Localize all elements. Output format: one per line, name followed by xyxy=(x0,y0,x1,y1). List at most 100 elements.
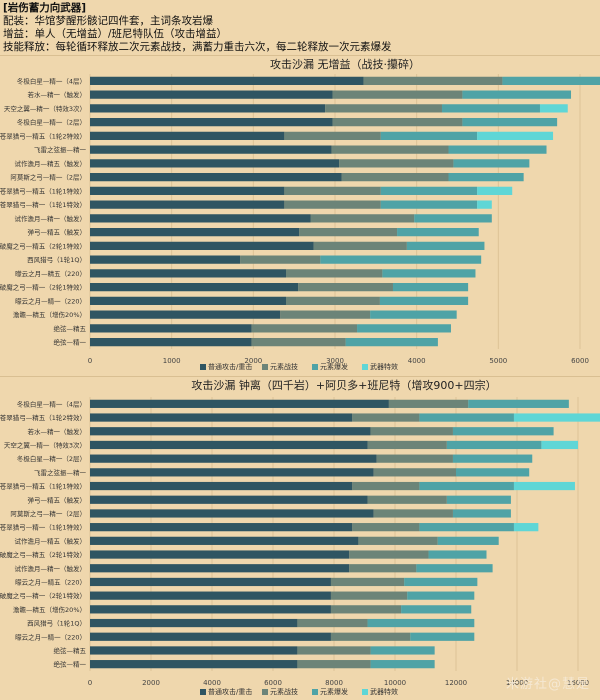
bar-segment xyxy=(251,338,346,347)
bar-segment xyxy=(297,618,368,628)
bar-chart-solo: 攻击沙漏 无增益（战技·攥碎） 0 1000 2000 3000 4000 5000 6000… xyxy=(0,57,600,371)
bar-segment xyxy=(90,577,331,587)
header-rotation: 技能释放：每轮循环释放二次元素战技，满蓄力重击六次，每二轮释放一次元素爆发 xyxy=(3,41,392,53)
bar-segment xyxy=(367,495,447,504)
bar-segment xyxy=(401,605,472,614)
category-label: 阿莫斯之弓—精一（2层） xyxy=(10,173,86,182)
bar-segment xyxy=(419,413,514,422)
category-label: 若水—精一（触发） xyxy=(28,90,87,99)
bar-segment xyxy=(90,200,285,209)
bar-segment xyxy=(452,509,511,518)
header-loadout: 配装：华馆梦醒形骸记四件套，主词条攻岩爆 xyxy=(3,15,213,27)
bar-segment xyxy=(320,255,482,264)
bar-segment xyxy=(90,605,331,614)
bar-segment xyxy=(448,173,524,182)
bar-segment xyxy=(325,104,442,113)
bar-segment xyxy=(90,241,314,250)
bar-segment xyxy=(363,76,503,85)
legend-swatch xyxy=(362,689,368,695)
chart-panel-team: 攻击沙漏 钟离（四千岩）+阿贝多+班尼特（增攻900+四宗） 0 2000 4000 6… xyxy=(0,376,600,699)
bar-segment xyxy=(367,618,475,628)
header-title: [岩伤蓄力向武器] xyxy=(3,2,87,14)
x-tick-label: 14000 xyxy=(506,679,528,687)
bar-segment xyxy=(90,145,332,154)
bar-segment xyxy=(90,468,374,477)
bar-segment xyxy=(452,454,533,463)
category-label: 曚云之月—精一（220） xyxy=(15,632,86,641)
bar-segment xyxy=(477,200,492,209)
legend-label: 武器特效 xyxy=(370,362,398,371)
bar-segment xyxy=(407,591,475,600)
bar-segment xyxy=(370,660,435,669)
bar-segment xyxy=(373,509,453,518)
bar-segment xyxy=(419,523,514,532)
bar-segment xyxy=(90,283,299,292)
legend-label: 普通攻击/重击 xyxy=(208,687,252,696)
category-label: 冬极白星—精一（2层） xyxy=(17,118,86,127)
legend-swatch xyxy=(362,364,368,370)
bar-segment xyxy=(297,646,371,655)
legend-swatch xyxy=(312,689,318,695)
category-label: 破魔之弓—精一（2轮1特效） xyxy=(0,591,86,600)
category-label: 西风猎弓（1轮1Q） xyxy=(27,255,86,264)
category-label: 澹瞻—精五（增伤20%） xyxy=(13,310,86,319)
bar-segment xyxy=(388,399,469,408)
x-tick-label: 12000 xyxy=(445,679,467,687)
bar-segment xyxy=(284,186,381,195)
bar-segment xyxy=(286,269,383,278)
bar-segment xyxy=(357,324,451,333)
legend-swatch xyxy=(262,364,268,370)
bar-segment xyxy=(392,283,469,292)
bar-segment xyxy=(341,173,449,182)
bar-segment xyxy=(331,145,449,154)
x-tick-label: 6000 xyxy=(571,357,589,365)
x-tick-label: 10000 xyxy=(384,679,406,687)
category-label: 破魔之弓—精五（2轮1特效） xyxy=(0,550,86,559)
category-label: 破魔之弓—精一（2轮1特效） xyxy=(0,283,86,292)
bar-segment xyxy=(446,440,542,450)
bar-segment xyxy=(90,481,353,491)
bar-segment xyxy=(332,118,463,127)
bar-segment xyxy=(280,310,371,319)
category-label: 苍翠猎弓—精五（1轮2特效） xyxy=(0,131,86,140)
bar-segment xyxy=(414,214,492,223)
bar-segment xyxy=(410,632,475,641)
bar-segment xyxy=(90,104,326,113)
bar-segment xyxy=(90,338,252,347)
bar-segment xyxy=(406,241,485,250)
bar-segment xyxy=(90,269,286,278)
bar-segment xyxy=(345,338,438,347)
bar-segment xyxy=(513,523,539,532)
legend-swatch xyxy=(200,364,206,370)
bar-segment xyxy=(90,509,374,518)
bar-segment xyxy=(541,440,578,450)
header-buffs: 增益：单人（无增益）/班尼特队伍（攻击增益） xyxy=(3,28,228,40)
bar-segment xyxy=(90,660,298,669)
bar-segment xyxy=(352,481,420,491)
bar-segment xyxy=(404,577,478,587)
bar-segment xyxy=(297,660,371,669)
category-label: 若水—精一（触发） xyxy=(28,427,87,436)
bar-segment xyxy=(437,536,499,545)
bar-segment xyxy=(332,90,463,99)
category-label: 飞雷之弦振—精一 xyxy=(34,145,87,154)
bar-segment xyxy=(90,399,389,408)
bar-segment xyxy=(477,131,554,140)
category-label: 冬极白星—精一（4层） xyxy=(17,399,86,408)
legend-swatch xyxy=(312,364,318,370)
x-tick-label: 3000 xyxy=(326,357,344,365)
x-tick-label: 1000 xyxy=(163,357,181,365)
bar-segment xyxy=(446,495,511,504)
bar-segment xyxy=(376,454,453,463)
bar-segment xyxy=(502,76,600,85)
bar-segment xyxy=(367,440,447,450)
legend-swatch xyxy=(200,689,206,695)
bar-segment xyxy=(284,131,381,140)
category-label: 弹弓—精五（触发） xyxy=(28,495,87,504)
x-tick-label: 6000 xyxy=(264,679,282,687)
bar-segment xyxy=(379,296,469,305)
chart-panel-solo: 攻击沙漏 无增益（战技·攥碎） 0 1000 2000 3000 4000 5000 6000… xyxy=(0,55,600,374)
bar-segment xyxy=(90,591,331,600)
watermark-text: 米游社@慧是 xyxy=(505,677,590,692)
x-tick-label: 0 xyxy=(88,357,92,365)
